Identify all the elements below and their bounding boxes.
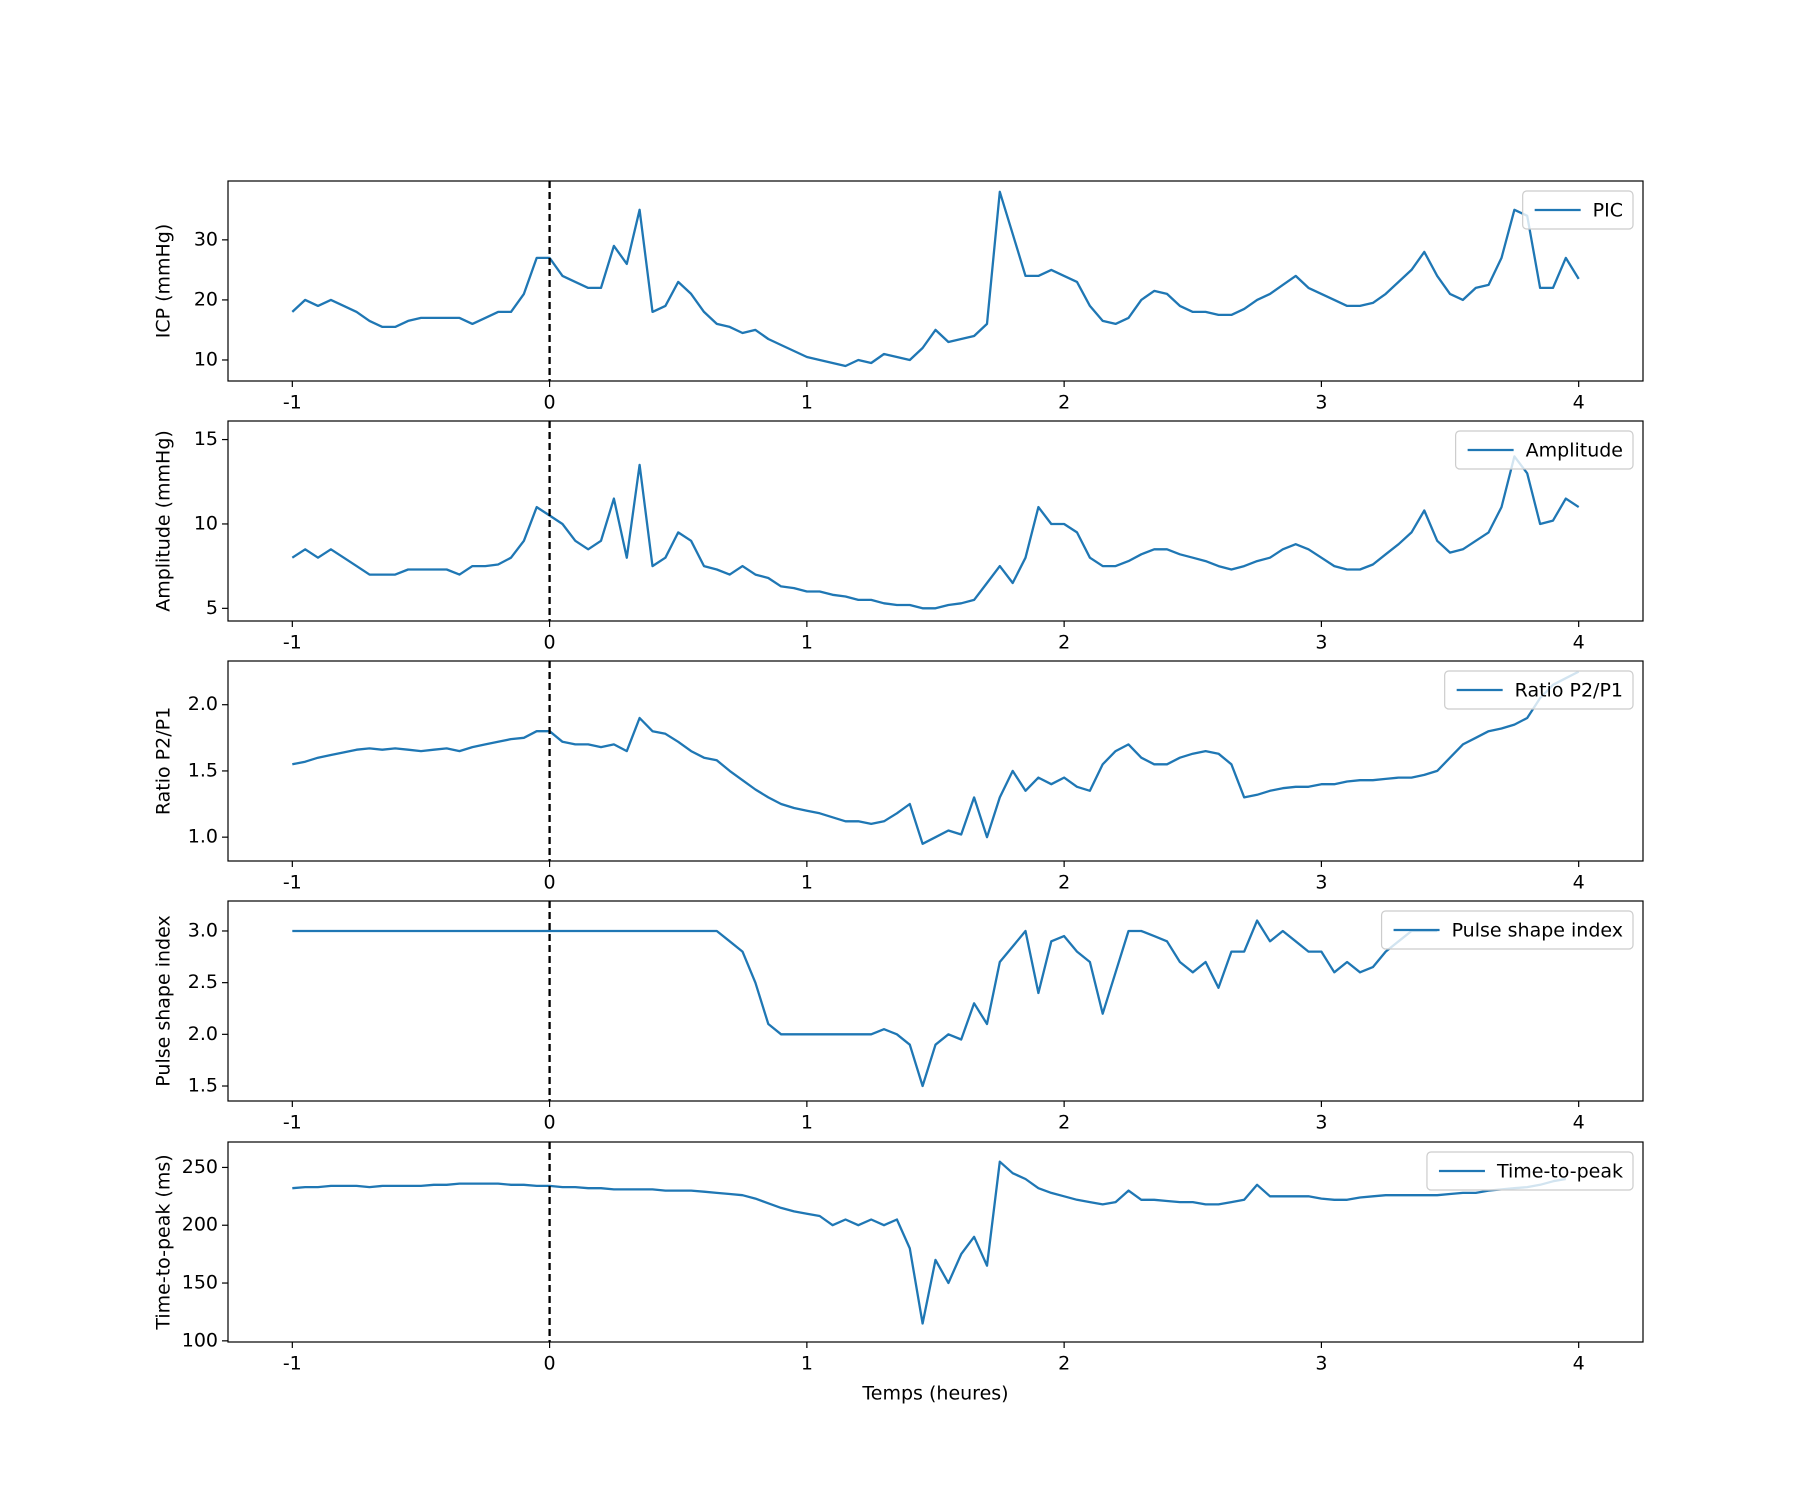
series-line [291,190,1580,368]
axes-frame [227,660,1644,862]
y-tick-label: 150 [182,1272,218,1294]
subplot: -1 0 1 2 3 4 1.5 2.0 2.5 3.0 Pulse shape index Puls… [153,900,1644,1134]
legend: Ratio P2/P1 [1444,670,1634,710]
y-tick-label: 2.0 [188,1023,218,1045]
legend-label: Amplitude [1526,440,1623,462]
x-tick-label: 4 [1573,1353,1585,1375]
x-tick-label: -1 [283,1112,302,1134]
y-axis-label: Pulse shape index [153,915,175,1086]
y-tick-label: 15 [194,428,218,450]
axes-frame [227,900,1644,1102]
x-tick-label: 1 [801,1353,813,1375]
y-tick-label: 200 [182,1214,218,1236]
x-tick-label: 3 [1315,1353,1327,1375]
subplot: -1 0 1 2 3 4 1.0 1.5 2.0 Ratio P2/P1 Ratio P2/P1 [153,660,1644,894]
x-tick-label: 3 [1315,872,1327,894]
series-line [292,1160,1567,1325]
x-tick-label: 0 [544,1112,556,1134]
legend-label: Time-to-peak [1496,1161,1623,1183]
x-tick-label: 1 [801,632,813,654]
x-tick-label: 4 [1573,872,1585,894]
y-tick-label: 1.0 [188,826,218,848]
y-axis-label: Ratio P2/P1 [153,707,175,815]
y-tick-label: 250 [182,1156,218,1178]
legend-box [1444,670,1634,710]
series-line [292,919,1438,1088]
x-tick-label: -1 [283,392,302,414]
x-tick-label: 2 [1058,632,1070,654]
x-tick-label: 4 [1573,392,1585,414]
legend: Time-to-peak [1426,1151,1634,1191]
x-tick-label: 2 [1058,1112,1070,1134]
legend-box [1455,430,1634,470]
x-tick-label: 0 [544,1353,556,1375]
axes-frame [227,420,1644,622]
x-tick-label: 1 [801,872,813,894]
x-tick-label: 3 [1315,392,1327,414]
y-tick-label: 1.5 [188,759,218,781]
axes-frame [227,180,1644,382]
subplot: -1 0 1 2 3 4 10 20 30 ICP (mmHg) PIC [153,180,1644,414]
legend-label: Ratio P2/P1 [1515,680,1623,702]
subplot: -1 0 1 2 3 4 100 150 200 250 Time-to-peak (ms) Temp… [153,1141,1644,1405]
y-axis-label: Time-to-peak (ms) [153,1154,175,1330]
x-tick-label: -1 [283,872,302,894]
y-tick-label: 10 [194,512,218,534]
y-tick-label: 100 [182,1329,218,1351]
x-tick-label: 1 [801,392,813,414]
y-tick-label: 3.0 [188,919,218,941]
y-tick-label: 5 [206,597,218,619]
y-tick-label: 30 [194,228,218,250]
subplot: -1 0 1 2 3 4 5 10 15 Amplitude (mmHg) Amplitude [153,420,1644,654]
x-tick-label: 0 [544,632,556,654]
x-tick-label: 2 [1058,392,1070,414]
legend-box [1426,1151,1634,1191]
x-tick-label: 3 [1315,1112,1327,1134]
y-tick-label: 2.0 [188,693,218,715]
legend: Amplitude [1455,430,1634,470]
x-tick-label: -1 [283,1353,302,1375]
y-tick-label: 20 [194,288,218,310]
x-tick-label: 1 [801,1112,813,1134]
legend-label: PIC [1593,200,1623,222]
y-tick-label: 2.5 [188,971,218,993]
y-tick-label: 1.5 [188,1075,218,1097]
x-tick-label: 0 [544,392,556,414]
legend-box [1380,910,1634,950]
legend-label: Pulse shape index [1452,920,1623,942]
x-tick-label: 4 [1573,632,1585,654]
x-tick-label: 4 [1573,1112,1585,1134]
x-tick-label: 2 [1058,872,1070,894]
y-tick-label: 10 [194,348,218,370]
x-tick-label: 0 [544,872,556,894]
x-tick-label: 2 [1058,1353,1070,1375]
y-axis-label: Amplitude (mmHg) [153,430,175,612]
legend: PIC [1522,190,1634,230]
legend: Pulse shape index [1380,910,1634,950]
y-axis-label: ICP (mmHg) [153,224,175,339]
x-tick-label: 3 [1315,632,1327,654]
x-tick-label: -1 [283,632,302,654]
series-line [292,670,1580,845]
x-axis-label: Temps (heures) [861,1383,1008,1405]
series-line [291,455,1580,610]
axes-frame [227,1141,1644,1343]
